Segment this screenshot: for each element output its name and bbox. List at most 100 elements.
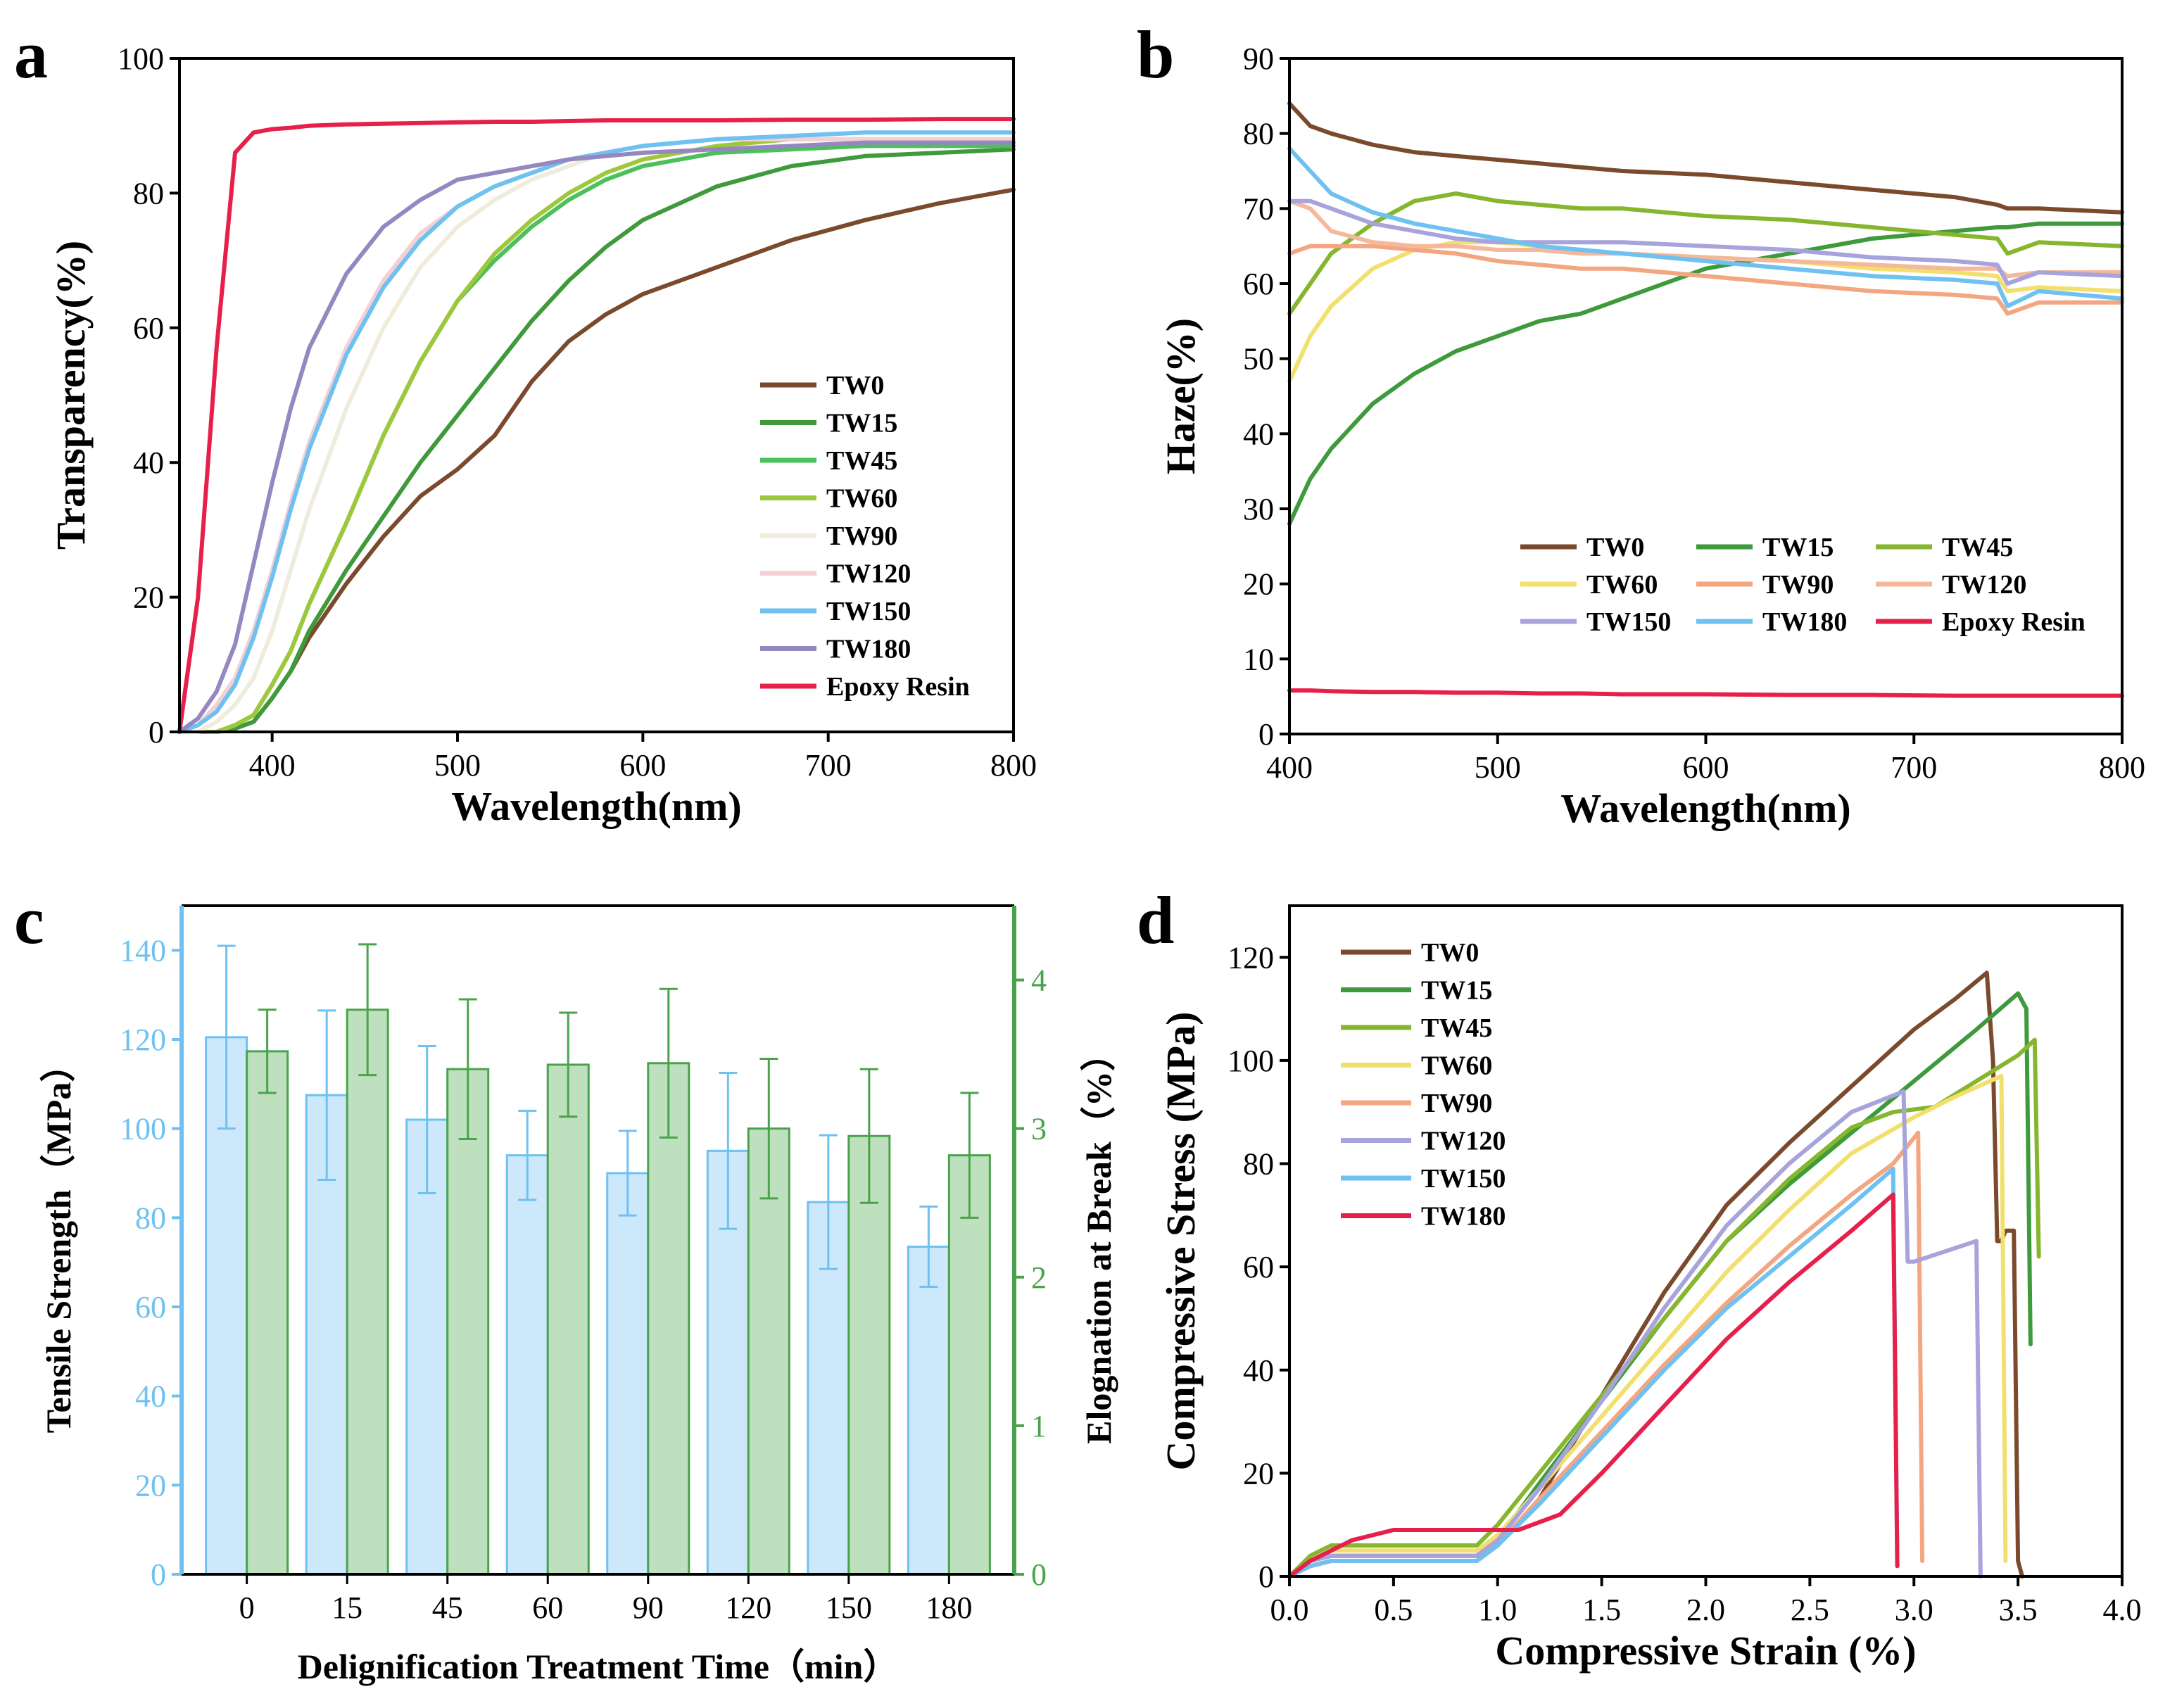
- x-axis-label: Wavelength(nm): [451, 783, 741, 829]
- series-line-tw90: [1287, 1130, 1925, 1579]
- error-bar-elongation: [458, 998, 477, 1140]
- y-tick-label-left: 20: [135, 1468, 166, 1503]
- y-tick-label-right: 0: [1031, 1557, 1047, 1592]
- y-tick-label: 20: [133, 581, 164, 615]
- bar-tensile: [606, 1172, 650, 1576]
- y-tick-label: 0: [1258, 1560, 1274, 1594]
- error-bar-elongation: [960, 1092, 979, 1219]
- y-axis-label: Haze(%): [1158, 318, 1204, 474]
- error-bar-tensile: [518, 1109, 537, 1201]
- legend-label: TW60: [1586, 570, 1658, 600]
- series-line-tw120: [1287, 1089, 1983, 1579]
- error-bar-elongation: [258, 1008, 277, 1094]
- panel-label-b: b: [1137, 17, 1174, 92]
- x-tick-label: 1.0: [1478, 1593, 1517, 1627]
- error-bar-tensile: [217, 944, 236, 1130]
- x-tick-label: 500: [1475, 750, 1521, 785]
- series-line-tw45: [1287, 191, 2124, 316]
- bar-elongation: [546, 1063, 590, 1576]
- error-bar-elongation: [859, 1068, 878, 1204]
- x-tick-label: 3.5: [1999, 1593, 2038, 1627]
- bar-tensile: [405, 1118, 449, 1576]
- legend-label: TW0: [826, 371, 884, 400]
- x-axis-label: Wavelength(nm): [1560, 785, 1850, 831]
- x-axis-label: Compressive Strain (%): [1495, 1628, 1916, 1674]
- x-tick-label: 15: [332, 1590, 362, 1625]
- series-line-tw180: [1287, 146, 2124, 308]
- series-line-tw90: [1287, 243, 2124, 316]
- bar-tensile: [505, 1154, 549, 1576]
- y-tick-label: 60: [1243, 267, 1274, 301]
- y-tick-label: 80: [1243, 1147, 1274, 1182]
- error-bar-tensile: [417, 1045, 436, 1194]
- x-axis-label: Delignification Treatment Time（min）: [298, 1647, 899, 1686]
- y-tick-label: 70: [1243, 191, 1274, 226]
- x-tick-label: 0.0: [1270, 1593, 1309, 1627]
- x-tick-label: 500: [434, 748, 481, 783]
- y-tick-label-left: 0: [151, 1557, 166, 1592]
- series-line-tw60: [177, 137, 1016, 734]
- y-tick-label: 120: [1228, 940, 1274, 975]
- x-tick-label: 120: [725, 1590, 771, 1625]
- x-tick-label: 3.0: [1895, 1593, 1933, 1627]
- series-line-tw60: [1287, 1073, 2008, 1579]
- y-tick-label-left: 80: [135, 1201, 166, 1235]
- bar-elongation: [446, 1068, 490, 1576]
- y-tick-label: 20: [1243, 1456, 1274, 1491]
- series-line-tw15: [1287, 221, 2124, 526]
- error-bar-tensile: [719, 1072, 738, 1230]
- legend-label: TW0: [1421, 938, 1479, 968]
- y-tick-label: 20: [1243, 567, 1274, 602]
- y-tick-label: 80: [133, 176, 164, 210]
- y-tick-label-right: 2: [1031, 1260, 1047, 1295]
- y-tick-label-left: 120: [120, 1023, 166, 1057]
- legend-label: TW90: [1421, 1089, 1492, 1118]
- y-tick-label: 40: [1243, 417, 1274, 451]
- x-tick-label: 400: [1266, 750, 1313, 785]
- y-tick-label-left: 60: [135, 1290, 166, 1324]
- series-line-tw150: [177, 130, 1016, 734]
- y-axis-label-left: Tensile Strength（MPa）: [39, 1047, 78, 1434]
- error-bar-tensile: [819, 1134, 838, 1270]
- bar-elongation: [246, 1050, 289, 1576]
- series-line-tw150: [1287, 198, 2124, 286]
- x-tick-label: 0.5: [1374, 1593, 1413, 1627]
- legend-label: Epoxy Resin: [1942, 607, 2086, 637]
- y-tick-label: 60: [1243, 1250, 1274, 1284]
- plot-frame: [178, 57, 1015, 733]
- series-line-tw180: [177, 140, 1016, 734]
- bar-tensile: [907, 1246, 950, 1576]
- legend-label: TW60: [826, 484, 897, 514]
- bar-elongation: [346, 1008, 389, 1576]
- panel-label-a: a: [14, 17, 48, 92]
- legend-label: TW150: [1586, 607, 1671, 637]
- y-tick-label: 10: [1243, 642, 1274, 676]
- y-tick-label: 100: [118, 42, 164, 76]
- error-bar-elongation: [759, 1057, 778, 1200]
- chart-panel-a: 400 500 600 700 800 0 20 40 60 80 100 Wavelength(nm…: [48, 42, 1037, 829]
- bar-elongation: [847, 1134, 891, 1576]
- legend-label: TW90: [1762, 570, 1834, 600]
- error-bar-elongation: [358, 943, 377, 1077]
- legend-label: TW180: [1762, 607, 1847, 637]
- legend-label: TW150: [1421, 1164, 1506, 1194]
- legend-label: TW150: [826, 597, 911, 626]
- chart-panel-c: 0 15 45 60 90 120 150 180 0 20 40 60 80 100 120 140 0 1 2 3…: [39, 904, 1118, 1686]
- x-tick-label: 600: [1683, 750, 1729, 785]
- y-axis-label: Compressive Stress (MPa): [1158, 1012, 1204, 1471]
- y-tick-label: 40: [1243, 1353, 1274, 1388]
- legend-label: TW180: [1421, 1202, 1506, 1232]
- y-tick-label: 90: [1243, 42, 1274, 76]
- x-tick-label: 45: [432, 1590, 463, 1625]
- y-tick-label-left: 100: [120, 1112, 166, 1146]
- y-tick-label-right: 1: [1031, 1409, 1047, 1443]
- series-line-tw15: [177, 147, 1016, 734]
- x-tick-label: 1.5: [1582, 1593, 1621, 1627]
- y-tick-label: 0: [149, 715, 164, 749]
- chart-panel-d: 0.0 0.5 1.0 1.5 2.0 2.5 3.0 3.5 4.0 0 20 40 60 80 100 1…: [1158, 904, 2142, 1674]
- panel-label-c: c: [14, 883, 44, 958]
- legend-label: TW45: [826, 446, 897, 476]
- x-tick-label: 700: [805, 748, 852, 783]
- bar-elongation: [647, 1062, 690, 1576]
